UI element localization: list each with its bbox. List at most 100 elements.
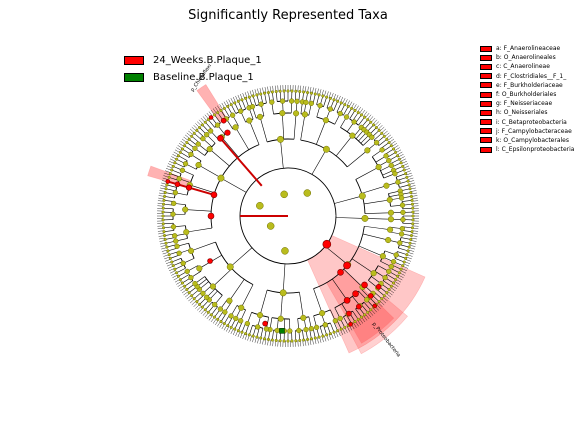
tree-branch — [226, 100, 230, 106]
taxon-node — [258, 101, 264, 107]
taxon-node — [282, 339, 286, 343]
taxon-node — [339, 327, 343, 331]
tree-branch — [374, 133, 382, 141]
taxon-node — [164, 187, 168, 191]
tree-branch — [170, 270, 176, 274]
taxon-node — [174, 243, 180, 249]
taxa-legend-entry: g: F_Neisseriaceae — [480, 99, 575, 108]
taxon-node — [290, 89, 294, 93]
taxon-node — [395, 179, 401, 185]
tree-branch — [162, 252, 169, 255]
tree-branch — [202, 310, 207, 316]
taxon-node — [349, 132, 356, 139]
taxon-node — [270, 90, 274, 94]
taxon-node — [397, 157, 401, 161]
taxon-node — [206, 310, 210, 314]
taxon-node — [375, 164, 382, 171]
enriched-node — [220, 117, 227, 124]
tree-branch — [166, 263, 173, 267]
tree-branch — [170, 158, 176, 162]
taxon-node — [409, 237, 413, 241]
taxon-node — [382, 294, 386, 298]
taxa-legend-label: e: F_Burkholderiaceae — [496, 81, 563, 89]
taxon-node — [406, 249, 410, 253]
taxon-node — [382, 134, 386, 138]
taxon-node — [246, 117, 253, 124]
taxon-node — [233, 327, 237, 331]
taxon-node — [190, 134, 194, 138]
tree-branch — [244, 92, 248, 98]
taxon-node — [286, 89, 290, 93]
taxon-node — [162, 198, 166, 202]
taxon-node — [170, 168, 174, 172]
tree-branch — [230, 328, 234, 334]
taxon-node — [196, 265, 203, 272]
taxon-node — [336, 329, 340, 333]
taxon-node — [407, 183, 411, 187]
highlighted-branch — [255, 179, 263, 187]
taxon-node — [198, 126, 202, 130]
taxon-node — [369, 120, 373, 124]
enriched-node — [356, 303, 362, 310]
taxon-node — [387, 209, 394, 216]
tree-branch — [212, 268, 233, 287]
tree-branch — [364, 218, 391, 220]
tree-branch — [361, 185, 387, 194]
enriched-node — [174, 181, 181, 188]
tree-branch — [335, 94, 339, 101]
tree-branch — [183, 291, 189, 296]
taxon-node — [183, 284, 187, 288]
taxon-node — [411, 222, 415, 226]
taxon-node — [200, 135, 206, 142]
taxon-node — [206, 146, 213, 153]
taxon-node — [332, 318, 338, 324]
taxon-node — [388, 263, 394, 270]
taxon-node — [259, 92, 263, 96]
taxon-node — [303, 326, 309, 333]
taxon-node — [226, 263, 234, 271]
taxon-node — [353, 319, 357, 324]
taxon-node — [281, 247, 289, 255]
tree-branch — [364, 212, 391, 214]
taxon-node — [263, 91, 267, 95]
taxon-node — [399, 202, 406, 208]
tree-branch — [193, 125, 199, 130]
taxon-node — [337, 315, 343, 322]
taxon-node — [409, 191, 413, 195]
tree-branch — [159, 237, 165, 240]
taxon-node — [212, 113, 217, 117]
taxon-node — [400, 209, 406, 216]
taxon-node — [402, 260, 406, 264]
taxon-node — [209, 313, 213, 317]
taxon-node — [238, 108, 244, 114]
taxa-legend-label: i: C_Betaproteobacteria — [496, 118, 567, 126]
tree-branch — [343, 316, 349, 326]
taxon-node — [411, 214, 415, 218]
tree-branch — [355, 166, 379, 180]
tree-branch — [164, 172, 170, 176]
tree-branch — [304, 86, 307, 93]
tree-branch — [409, 244, 416, 247]
tree-branch — [211, 306, 218, 315]
tree-branch — [237, 331, 241, 338]
taxon-node — [325, 95, 329, 99]
taxon-node — [229, 112, 236, 118]
taxon-node — [380, 131, 384, 135]
taxon-node — [319, 310, 326, 317]
taxon-node — [332, 330, 336, 334]
enriched-node — [210, 191, 218, 199]
tree-branch — [398, 154, 404, 158]
tree-branch — [294, 330, 297, 341]
tree-branch — [377, 125, 383, 130]
tree-branch — [193, 302, 199, 307]
taxon-node — [395, 274, 400, 278]
taxon-node — [385, 291, 389, 295]
tree-branch — [184, 145, 194, 152]
taxon-node — [387, 216, 394, 223]
taxon-node — [391, 281, 396, 285]
tree-branch — [186, 227, 212, 233]
tree-branch — [257, 337, 260, 344]
tree-branch — [241, 99, 246, 110]
taxon-node — [361, 214, 369, 222]
taxon-node — [185, 287, 189, 292]
